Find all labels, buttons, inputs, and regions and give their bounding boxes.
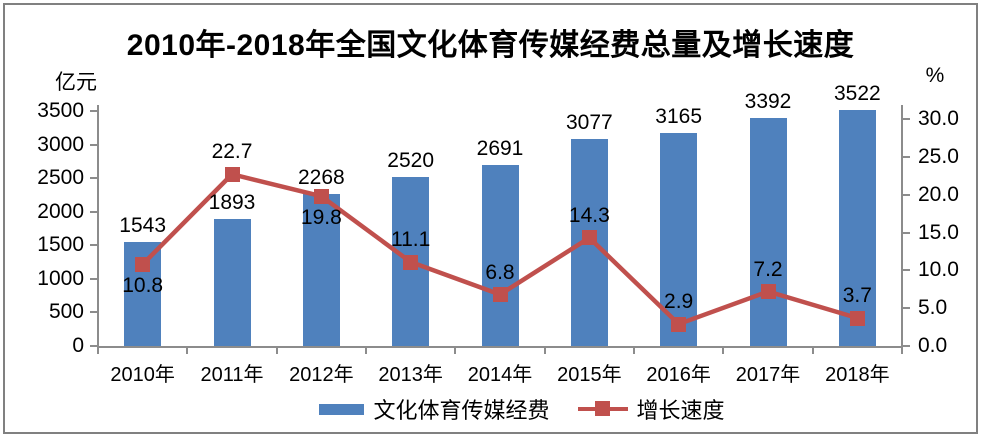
bar-value-label: 3077 — [565, 111, 613, 135]
line-marker — [492, 287, 508, 303]
line-value-label: 14.3 — [568, 203, 610, 227]
y-axis-left-tick-label: 3000 — [37, 132, 84, 156]
legend-label-expenditure: 文化体育传媒经费 — [373, 398, 550, 423]
y-axis-right-tick — [902, 118, 910, 120]
y-axis-right-tick — [902, 193, 910, 196]
y-axis-left-tick — [90, 311, 98, 314]
x-axis-label: 2013年 — [378, 364, 443, 386]
line-marker — [581, 230, 597, 246]
line-marker — [849, 310, 865, 326]
left-axis-unit-label: 亿元 — [55, 71, 97, 94]
x-axis-tick — [722, 346, 725, 354]
line-value-label: 3.7 — [842, 284, 872, 307]
y-axis-right-tick-label: 10.0 — [918, 258, 959, 282]
line-value-label: 7.2 — [753, 257, 783, 281]
y-axis-left-tick — [90, 210, 98, 213]
y-axis-left-tick-label: 2500 — [37, 166, 84, 190]
x-axis-label: 2014年 — [467, 364, 533, 386]
x-axis-line — [97, 346, 903, 348]
y-axis-left-tick-label: 2000 — [37, 199, 84, 223]
y-axis-right-tick-label: 30.0 — [918, 107, 959, 130]
x-axis-label: 2016年 — [646, 364, 711, 386]
y-axis-right-tick — [902, 307, 910, 310]
x-axis-label: 2017年 — [735, 364, 801, 386]
line-marker — [671, 316, 687, 332]
y-axis-left-tick — [90, 345, 98, 347]
legend-label-growth: 增长速度 — [636, 398, 725, 423]
line-marker — [760, 284, 776, 300]
y-axis-right-tick — [902, 231, 910, 234]
line-swatch-marker — [594, 401, 610, 416]
x-axis-label: 2012年 — [289, 364, 354, 386]
y-axis-left-tick — [90, 277, 98, 280]
y-axis-right-line — [901, 105, 903, 348]
y-axis-left-tick-label: 0 — [72, 334, 84, 357]
y-axis-right-tick-label: 0.0 — [918, 334, 948, 357]
y-axis-left-tick — [90, 110, 98, 112]
x-axis-label: 2018年 — [825, 364, 890, 386]
x-axis-tick — [901, 346, 903, 354]
bar-value-label: 2691 — [476, 137, 524, 161]
x-axis-label: 2010年 — [110, 364, 175, 386]
x-axis-tick — [97, 346, 99, 354]
bar-value-label: 3165 — [655, 105, 703, 129]
y-axis-right-tick-label: 25.0 — [918, 144, 959, 168]
bar-value-label: 1543 — [119, 214, 167, 238]
line-value-label: 2.9 — [664, 290, 694, 314]
legend: 文化体育传媒经费 增长速度 — [120, 393, 924, 425]
x-axis-label: 2015年 — [557, 364, 622, 386]
y-axis-right-tick-label: 15.0 — [918, 220, 959, 244]
x-axis-tick — [365, 346, 367, 354]
bar-value-label: 3392 — [744, 90, 792, 114]
line-marker — [313, 188, 329, 204]
y-axis-right-tick — [902, 269, 910, 272]
line-value-label: 6.8 — [485, 260, 515, 284]
x-axis-tick — [454, 346, 457, 354]
x-axis-tick — [811, 346, 814, 354]
y-axis-left-line — [97, 105, 99, 348]
bar-value-label: 3522 — [833, 81, 881, 105]
line-marker — [403, 254, 419, 270]
bar-series-swatch-icon — [319, 403, 365, 415]
line-value-label: 11.1 — [390, 228, 431, 251]
line-marker — [135, 256, 151, 272]
x-axis-tick — [633, 346, 635, 354]
line-value-label: 10.8 — [122, 274, 164, 298]
y-axis-left-tick — [90, 244, 98, 247]
y-axis-left-tick — [90, 177, 98, 180]
line-value-label: 22.7 — [211, 140, 253, 164]
bar-value-label: 1893 — [208, 190, 256, 214]
line-value-label: 19.8 — [300, 206, 342, 230]
legend-item-growth: 增长速度 — [577, 393, 725, 425]
y-axis-left-tick-label: 1500 — [37, 233, 84, 257]
y-axis-right-tick-label: 20.0 — [918, 182, 959, 206]
y-axis-right-tick — [902, 155, 910, 158]
y-axis-left-tick-label: 500 — [48, 300, 84, 324]
y-axis-right-tick-label: 5.0 — [918, 296, 948, 320]
right-axis-unit-label: % — [925, 64, 945, 87]
y-axis-left-tick-label: 3500 — [37, 99, 84, 122]
legend-item-expenditure: 文化体育传媒经费 — [319, 393, 550, 425]
y-axis-left-tick — [90, 143, 98, 146]
bar-value-label: 2268 — [297, 165, 345, 189]
line-marker — [224, 166, 240, 182]
x-axis-tick — [543, 346, 546, 354]
x-axis-tick — [275, 346, 278, 354]
y-axis-left-tick-label: 1000 — [37, 266, 84, 290]
chart-title: 2010年-2018年全国文化体育传媒经费总量及增长速度 — [126, 29, 855, 62]
x-axis-tick — [186, 346, 189, 354]
bar-value-label: 2520 — [387, 148, 435, 172]
y-axis-right-tick — [902, 345, 910, 347]
x-axis-label: 2011年 — [200, 364, 264, 386]
line-series-swatch-icon — [577, 401, 628, 417]
